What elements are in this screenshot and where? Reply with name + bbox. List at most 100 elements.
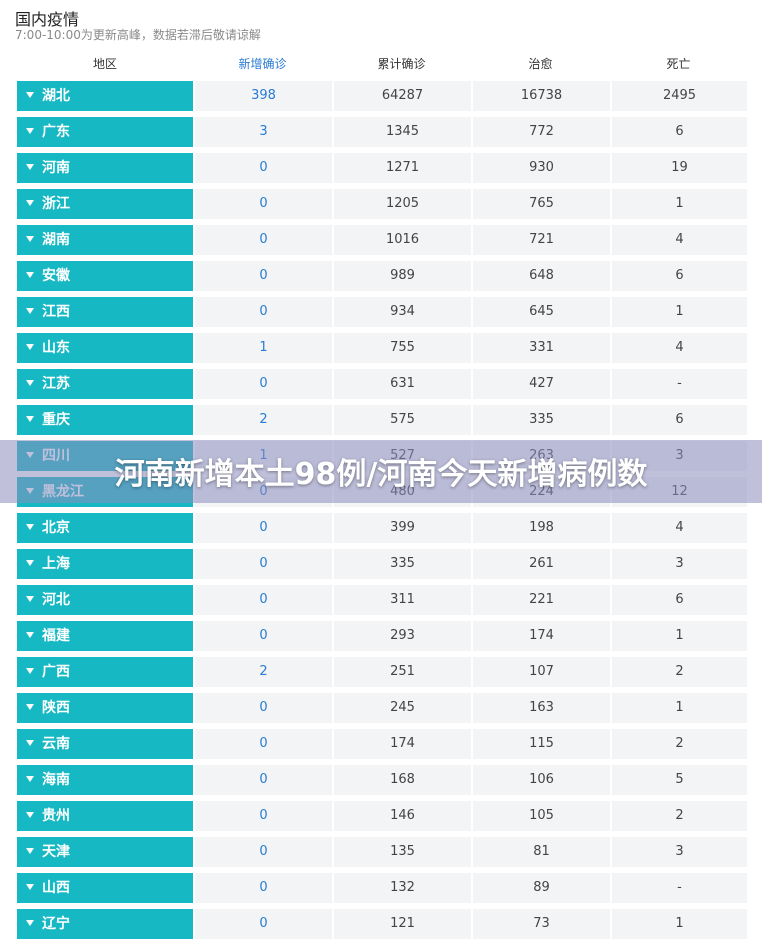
deaths-cell: 6 xyxy=(612,117,747,147)
cumulative-cell: 399 xyxy=(334,513,471,543)
cured-cell: 335 xyxy=(473,405,610,435)
header-region[interactable]: 地区 xyxy=(92,57,117,71)
region-toggle-button[interactable]: 辽宁 xyxy=(17,909,193,939)
region-name: 河北 xyxy=(42,592,70,608)
cumulative-cell: 311 xyxy=(334,585,471,615)
table-row[interactable]: 重庆 2 575 335 6 xyxy=(17,405,747,435)
header-deaths[interactable]: 死亡 xyxy=(666,57,691,71)
table-row[interactable]: 辽宁 0 121 73 1 xyxy=(17,909,747,939)
table-row[interactable]: 广西 2 251 107 2 xyxy=(17,657,747,687)
deaths-cell: 19 xyxy=(612,153,747,183)
caret-down-icon xyxy=(26,380,34,386)
caret-down-icon xyxy=(26,920,34,926)
table-row[interactable]: 安徽 0 989 648 6 xyxy=(17,261,747,291)
region-toggle-button[interactable]: 河北 xyxy=(17,585,193,615)
new-confirmed-cell: 0 xyxy=(195,729,332,759)
cured-cell: 115 xyxy=(473,729,610,759)
region-toggle-button[interactable]: 安徽 xyxy=(17,261,193,291)
table-row[interactable]: 湖南 0 1016 721 4 xyxy=(17,225,747,255)
region-toggle-button[interactable]: 河南 xyxy=(17,153,193,183)
caret-down-icon xyxy=(26,92,34,98)
caret-down-icon xyxy=(26,524,34,530)
table-row[interactable]: 江苏 0 631 427- xyxy=(17,369,747,399)
region-toggle-button[interactable]: 海南 xyxy=(17,765,193,795)
region-toggle-button[interactable]: 广西 xyxy=(17,657,193,687)
region-name: 广东 xyxy=(42,124,70,140)
region-toggle-button[interactable]: 湖北 xyxy=(17,81,193,111)
deaths-cell: 2495 xyxy=(612,81,747,111)
region-toggle-button[interactable]: 贵州 xyxy=(17,801,193,831)
table-row[interactable]: 浙江 0 1205 765 1 xyxy=(17,189,747,219)
region-toggle-button[interactable]: 云南 xyxy=(17,729,193,759)
new-confirmed-cell: 0 xyxy=(195,549,332,579)
new-confirmed-cell: 1 xyxy=(195,333,332,363)
table-row[interactable]: 云南 0 174 115 2 xyxy=(17,729,747,759)
cumulative-cell: 1345 xyxy=(334,117,471,147)
update-note: 7:00-10:00为更新高峰，数据若滞后敬请谅解 xyxy=(15,28,261,42)
table-row[interactable]: 河南 0 1271 930 19 xyxy=(17,153,747,183)
region-toggle-button[interactable]: 福建 xyxy=(17,621,193,651)
region-name: 江苏 xyxy=(42,376,70,392)
region-toggle-button[interactable]: 天津 xyxy=(17,837,193,867)
new-confirmed-cell: 0 xyxy=(195,189,332,219)
new-confirmed-cell: 2 xyxy=(195,405,332,435)
region-toggle-button[interactable]: 浙江 xyxy=(17,189,193,219)
cumulative-cell: 631 xyxy=(334,369,471,399)
new-confirmed-cell: 0 xyxy=(195,297,332,327)
caret-down-icon xyxy=(26,848,34,854)
header-new-confirmed[interactable]: 新增确诊 xyxy=(238,57,287,71)
cumulative-cell: 1016 xyxy=(334,225,471,255)
region-name: 山东 xyxy=(42,340,70,356)
region-toggle-button[interactable]: 山西 xyxy=(17,873,193,903)
region-toggle-button[interactable]: 上海 xyxy=(17,549,193,579)
cumulative-cell: 934 xyxy=(334,297,471,327)
caret-down-icon xyxy=(26,416,34,422)
new-confirmed-cell: 0 xyxy=(195,261,332,291)
cured-cell: 16738 xyxy=(473,81,610,111)
region-toggle-button[interactable]: 江苏 xyxy=(17,369,193,399)
region-toggle-button[interactable]: 重庆 xyxy=(17,405,193,435)
cured-cell: 721 xyxy=(473,225,610,255)
cumulative-cell: 251 xyxy=(334,657,471,687)
watermark-title: 河南新增本土98例/河南今天新增病例数 xyxy=(114,457,648,492)
cured-cell: 331 xyxy=(473,333,610,363)
region-name: 北京 xyxy=(42,520,70,536)
region-toggle-button[interactable]: 陕西 xyxy=(17,693,193,723)
deaths-cell: 4 xyxy=(612,225,747,255)
deaths-cell: 4 xyxy=(612,333,747,363)
table-row[interactable]: 山东 1 755 331 4 xyxy=(17,333,747,363)
region-toggle-button[interactable]: 广东 xyxy=(17,117,193,147)
table-row[interactable]: 江西 0 934 645 1 xyxy=(17,297,747,327)
table-row[interactable]: 福建 0 293 174 1 xyxy=(17,621,747,651)
header-cumulative[interactable]: 累计确诊 xyxy=(377,57,426,71)
region-name: 湖北 xyxy=(42,88,70,104)
region-toggle-button[interactable]: 湖南 xyxy=(17,225,193,255)
cumulative-cell: 132 xyxy=(334,873,471,903)
caret-down-icon xyxy=(26,632,34,638)
deaths-cell: - xyxy=(612,873,747,903)
table-row[interactable]: 贵州 0 146 105 2 xyxy=(17,801,747,831)
cured-cell: 89 xyxy=(473,873,610,903)
cured-cell: 772 xyxy=(473,117,610,147)
table-row[interactable]: 海南 0 168 106 5 xyxy=(17,765,747,795)
region-name: 安徽 xyxy=(42,268,70,284)
table-row[interactable]: 广东 3 1345 772 6 xyxy=(17,117,747,147)
deaths-cell: 3 xyxy=(612,837,747,867)
table-row[interactable]: 湖北 398 64287 16738 2495 xyxy=(17,81,747,111)
table-row[interactable]: 北京 0 399 198 4 xyxy=(17,513,747,543)
header-cured[interactable]: 治愈 xyxy=(528,57,553,71)
cumulative-cell: 168 xyxy=(334,765,471,795)
table-row[interactable]: 河北 0 311 221 6 xyxy=(17,585,747,615)
region-name: 重庆 xyxy=(42,412,70,428)
region-toggle-button[interactable]: 山东 xyxy=(17,333,193,363)
table-row[interactable]: 山西 0 132 89- xyxy=(17,873,747,903)
table-row[interactable]: 天津 0 135 81 3 xyxy=(17,837,747,867)
table-row[interactable]: 上海 0 335 261 3 xyxy=(17,549,747,579)
region-toggle-button[interactable]: 北京 xyxy=(17,513,193,543)
region-name: 福建 xyxy=(42,628,70,644)
table-row[interactable]: 陕西 0 245 163 1 xyxy=(17,693,747,723)
new-confirmed-cell: 2 xyxy=(195,657,332,687)
cured-cell: 105 xyxy=(473,801,610,831)
region-name: 贵州 xyxy=(42,808,70,824)
region-toggle-button[interactable]: 江西 xyxy=(17,297,193,327)
